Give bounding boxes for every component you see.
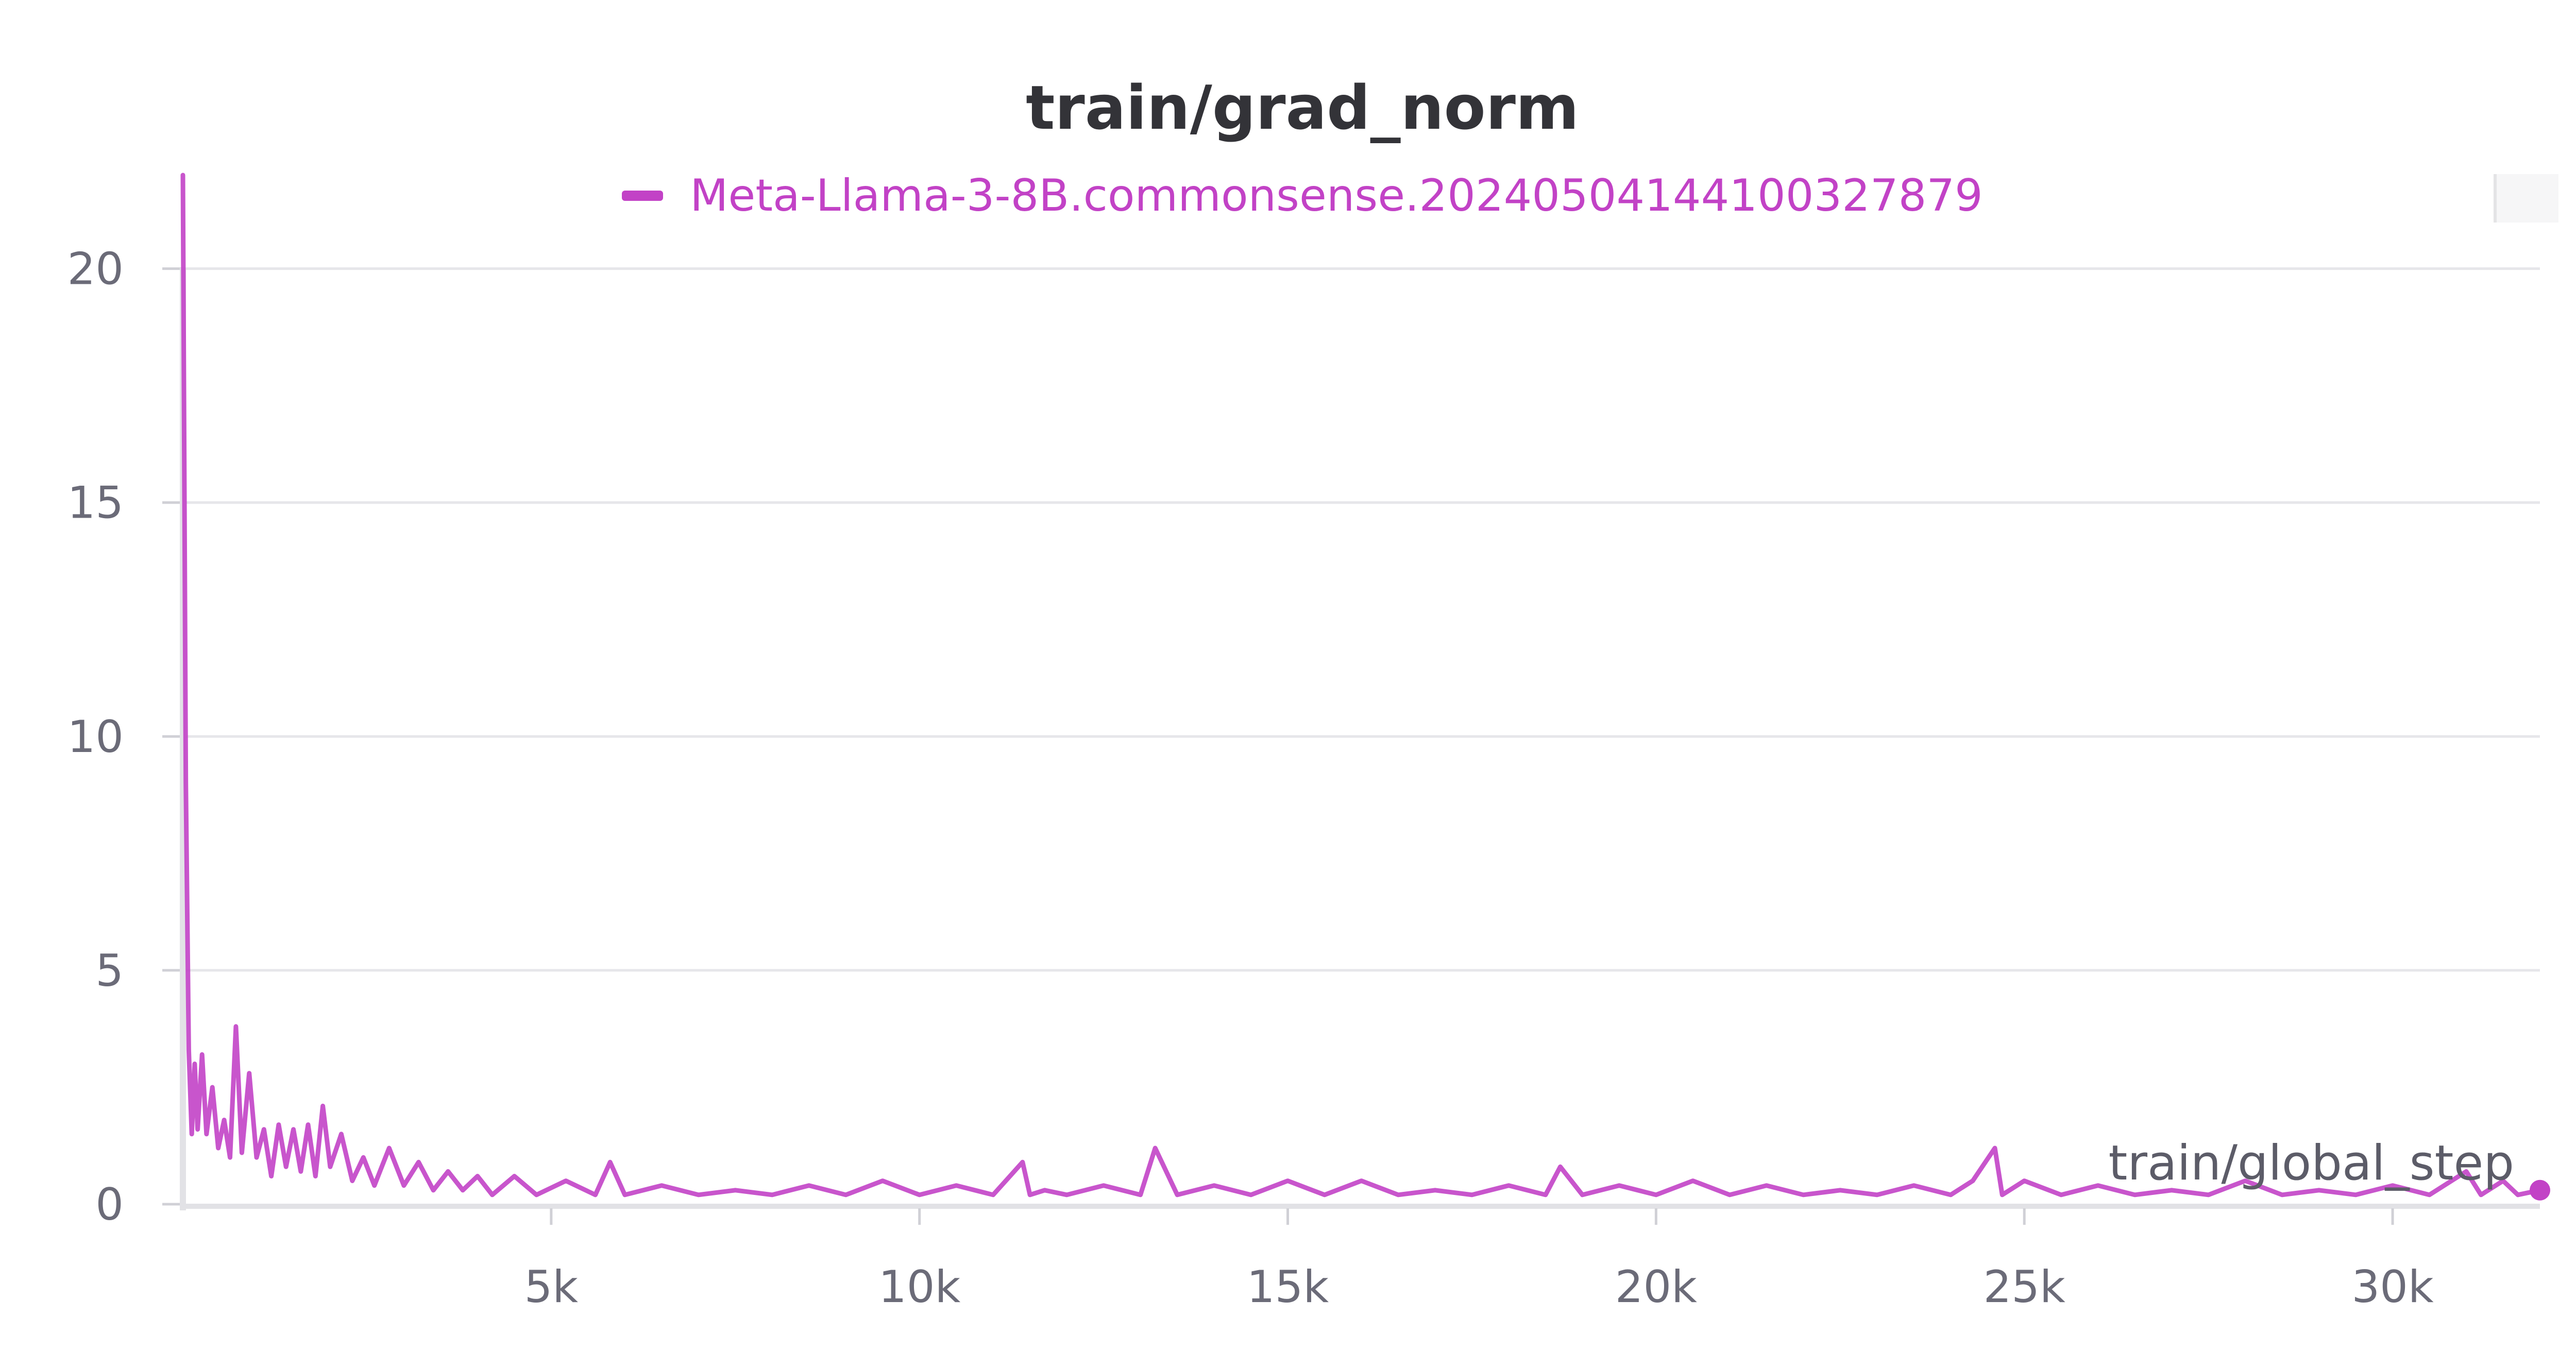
x-tick-label: 15k <box>1247 1261 1329 1313</box>
y-tick-label: 15 <box>67 477 124 529</box>
y-tick-label: 20 <box>67 244 124 295</box>
y-tick-label: 10 <box>67 711 124 763</box>
x-tick-label: 5k <box>524 1261 579 1313</box>
grid-lines <box>183 267 2540 972</box>
series-end-marker[interactable] <box>2530 1179 2550 1201</box>
legend[interactable]: Meta-Llama-3-8B.commonsense.202405041441… <box>0 170 2576 221</box>
series-layer <box>180 173 2550 1201</box>
x-tick-label: 20k <box>1615 1261 1697 1313</box>
x-tick-label: 30k <box>2351 1261 2433 1313</box>
x-tick-label: 25k <box>1984 1261 2065 1313</box>
x-axis-title: train/global_step <box>2109 1135 2514 1191</box>
legend-swatch <box>622 190 664 201</box>
legend-label-series: Meta-Llama-3-8B.commonsense.202405041441… <box>690 170 1983 221</box>
chart-title: train/grad_norm <box>1026 72 1579 143</box>
x-tick-label: 10k <box>878 1261 960 1313</box>
y-axis: 0 5 10 15 20 <box>67 244 186 1230</box>
x-axis: 5k 10k 15k 20k 25k 30k <box>183 1204 2540 1313</box>
y-tick-label: 5 <box>95 945 124 997</box>
panel-corner-control[interactable] <box>2494 174 2558 223</box>
series-line[interactable] <box>180 173 2543 1198</box>
y-tick-label: 0 <box>95 1179 124 1230</box>
